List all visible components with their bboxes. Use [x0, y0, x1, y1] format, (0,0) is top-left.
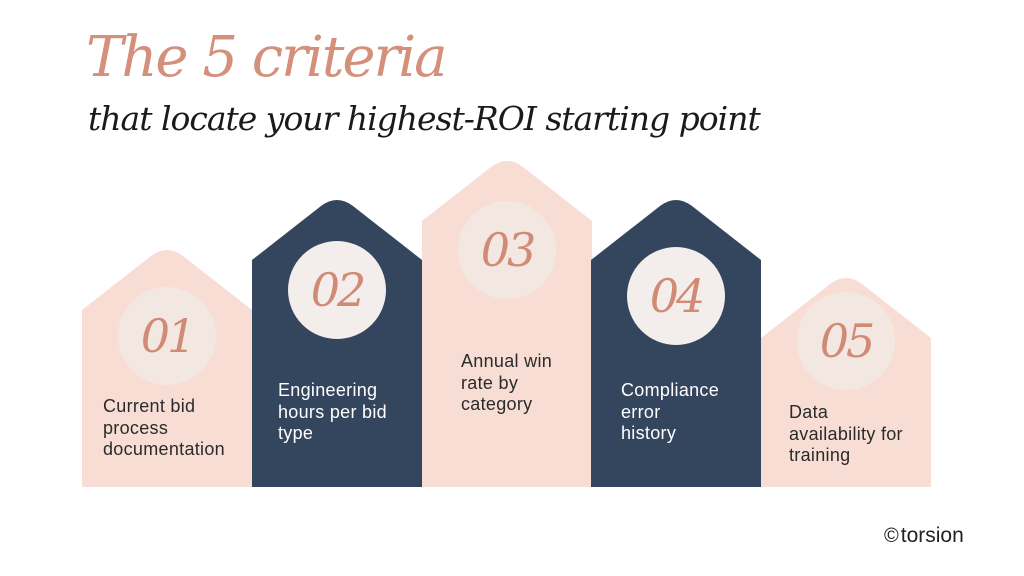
copyright-icon: © — [884, 525, 899, 547]
number-circle: 04 — [627, 247, 725, 345]
criterion-card-04: 04 Compliance error history — [591, 194, 761, 487]
criterion-label-line: training — [789, 445, 851, 465]
criterion-label-line: error — [621, 401, 661, 422]
criterion-label: Annual win rate by category — [461, 351, 552, 416]
number-circle: 03 — [458, 201, 556, 299]
criterion-number: 04 — [649, 269, 706, 323]
number-circle: 01 — [118, 287, 216, 385]
criterion-card-02: 02 Engineering hours per bid type — [252, 194, 422, 487]
criterion-number: 05 — [819, 314, 876, 368]
criterion-label-line: history — [621, 423, 677, 443]
title-main: The 5 criteria — [86, 25, 448, 90]
criterion-label-line: category — [461, 394, 533, 414]
criterion-card-03: 03 Annual win rate by category — [422, 155, 592, 487]
criterion-card-05: 05 Data availability for training — [761, 272, 931, 487]
criterion-label-line: Annual win — [461, 351, 553, 371]
criterion-number: 03 — [480, 223, 537, 277]
criterion-label-line: process — [103, 417, 169, 438]
criterion-label: Compliance error history — [621, 380, 719, 445]
criterion-label-line: Compliance — [621, 380, 720, 400]
number-circle: 02 — [288, 241, 386, 339]
criterion-label-line: Data — [789, 402, 829, 422]
criterion-label: Engineering hours per bid type — [278, 380, 387, 445]
criterion-label-line: availability for — [789, 423, 903, 444]
criterion-number: 01 — [140, 309, 197, 363]
criterion-label-line: Engineering — [278, 380, 378, 400]
criterion-label: Data availability for training — [789, 402, 903, 467]
criterion-label-line: hours per bid — [278, 401, 387, 422]
criterion-number: 02 — [310, 263, 367, 317]
criterion-label-line: rate by — [461, 372, 519, 393]
criterion-label-line: Current bid — [103, 396, 196, 416]
criterion-label: Current bid process documentation — [103, 396, 225, 461]
criterion-label-line: documentation — [103, 439, 225, 459]
title-subtitle: that locate your highest-ROI starting po… — [88, 99, 761, 138]
brand-logo: © torsion — [884, 524, 964, 548]
criterion-card-01: 01 Current bid process documentation — [82, 244, 252, 487]
brand-name: torsion — [900, 524, 964, 547]
criterion-label-line: type — [278, 423, 314, 443]
number-circle: 05 — [797, 292, 895, 390]
